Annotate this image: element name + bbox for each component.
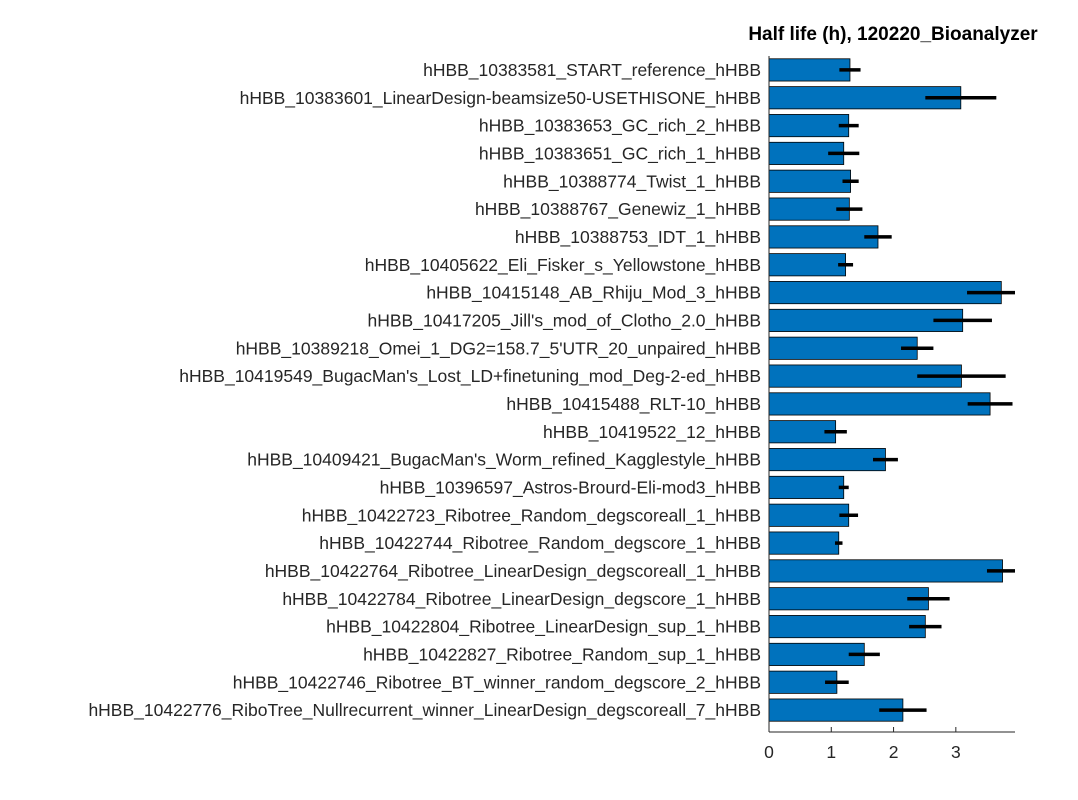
category-label: hHBB_10405622_Eli_Fisker_s_Yellowstone_h… — [365, 255, 761, 276]
x-tick-label: 2 — [889, 742, 899, 762]
bar — [768, 169, 851, 193]
bars-layer — [768, 58, 1003, 722]
x-tick-label: 1 — [826, 742, 836, 762]
bar — [768, 475, 845, 499]
category-label: hHBB_10419549_BugacMan's_Lost_LD+finetun… — [179, 366, 761, 387]
category-label: hHBB_10415488_RLT-10_hHBB — [506, 394, 761, 415]
category-label: hHBB_10417205_Jill's_mod_of_Clotho_2.0_h… — [368, 310, 761, 331]
category-label: hHBB_10415148_AB_Rhiju_Mod_3_hHBB — [426, 283, 761, 304]
bar — [768, 503, 850, 527]
category-label: hHBB_10389218_Omei_1_DG2=158.7_5'UTR_20_… — [236, 338, 761, 359]
bar — [768, 281, 1002, 305]
bar — [768, 531, 840, 555]
category-label: hHBB_10388753_IDT_1_hHBB — [515, 227, 761, 248]
category-label: hHBB_10422776_RiboTree_Nullrecurrent_win… — [88, 700, 761, 721]
bar — [768, 615, 926, 639]
error-bars-layer — [824, 68, 1015, 712]
bar — [768, 587, 929, 611]
category-label: hHBB_10383601_LinearDesign-beamsize50-US… — [240, 88, 761, 109]
bar — [768, 58, 851, 82]
bar — [768, 253, 847, 277]
category-label: hHBB_10383581_START_reference_hHBB — [423, 60, 761, 81]
chart-title: Half life (h), 120220_Bioanalyzer — [748, 24, 1038, 45]
category-label: hHBB_10419522_12_hHBB — [543, 422, 761, 443]
category-label: hHBB_10422744_Ribotree_Random_degscore_1… — [319, 533, 761, 554]
category-label: hHBB_10409421_BugacMan's_Worm_refined_Ka… — [247, 450, 761, 471]
bar — [768, 448, 886, 472]
category-label: hHBB_10383653_GC_rich_2_hHBB — [479, 116, 761, 137]
category-label: hHBB_10388767_Genewiz_1_hHBB — [475, 199, 761, 220]
category-label: hHBB_10422784_Ribotree_LinearDesign_degs… — [282, 589, 761, 610]
bar — [768, 392, 991, 416]
category-label: hHBB_10396597_Astros-Brourd-Eli-mod3_hHB… — [380, 477, 761, 498]
category-label: hHBB_10383651_GC_rich_1_hHBB — [479, 143, 761, 164]
x-tick-label: 0 — [764, 742, 774, 762]
category-label: hHBB_10422723_Ribotree_Random_degscoreal… — [302, 505, 761, 526]
category-labels-layer: hHBB_10383581_START_reference_hHBB hHBB_1… — [88, 60, 761, 721]
category-label: hHBB_10422804_Ribotree_LinearDesign_sup_… — [326, 617, 761, 638]
bar — [768, 114, 850, 138]
category-label: hHBB_10422746_Ribotree_BT_winner_random_… — [233, 672, 761, 693]
axes: 0 1 2 3 — [764, 56, 1015, 762]
category-label: hHBB_10422764_Ribotree_LinearDesign_degs… — [265, 561, 761, 582]
category-label: hHBB_10422827_Ribotree_Random_sup_1_hHBB — [363, 644, 761, 665]
bar — [768, 559, 1003, 583]
x-tick-label: 3 — [951, 742, 961, 762]
bar — [768, 225, 879, 249]
bar — [768, 336, 918, 360]
category-label: hHBB_10388774_Twist_1_hHBB — [503, 171, 761, 192]
